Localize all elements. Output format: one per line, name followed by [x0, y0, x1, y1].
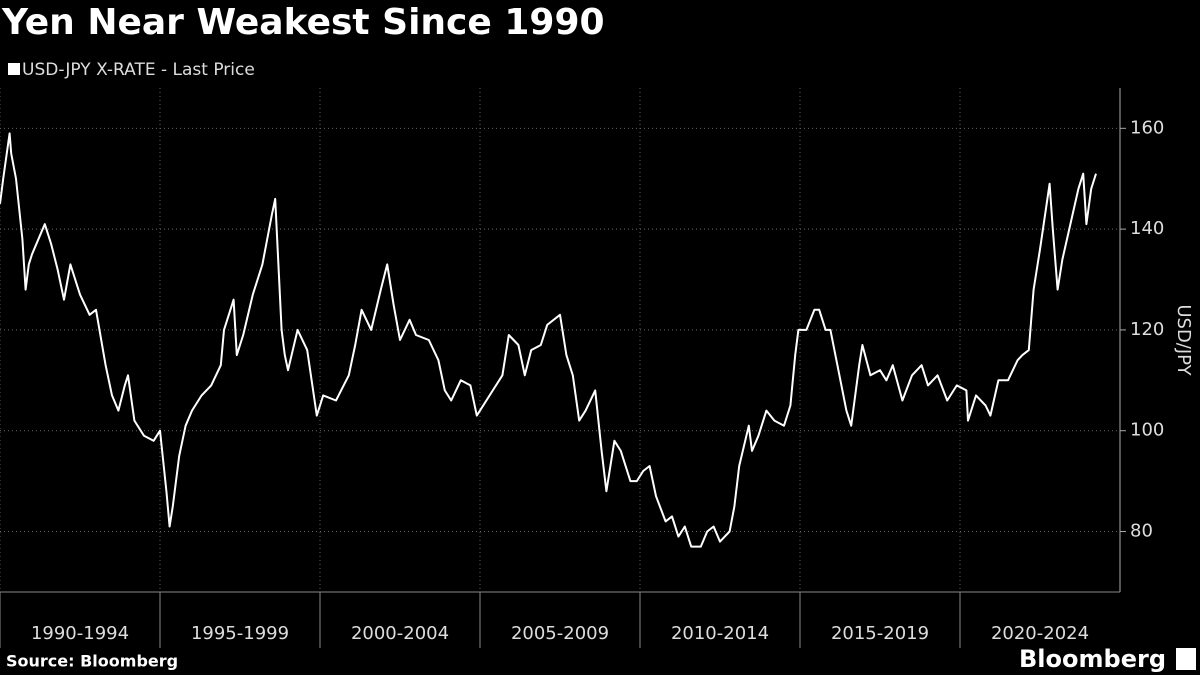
x-tick-label: 2010-2014 — [671, 623, 769, 644]
price-line — [0, 132, 1097, 548]
y-tick-label: 100 — [1130, 420, 1164, 441]
x-tick-label: 1995-1999 — [191, 623, 289, 644]
logo: Bloomberg — [1019, 645, 1166, 673]
logo-icon — [1176, 648, 1196, 670]
y-tick-label: 140 — [1130, 218, 1164, 239]
y-tick-label: 160 — [1130, 117, 1164, 138]
legend-swatch — [8, 63, 20, 75]
source: Source: Bloomberg — [6, 652, 178, 671]
y-axis-title: USD/JPY — [1173, 304, 1194, 376]
x-tick-label: 2020-2024 — [991, 623, 1089, 644]
y-tick-label: 80 — [1130, 521, 1153, 542]
x-tick-label: 1990-1994 — [31, 623, 129, 644]
chart-title: Yen Near Weakest Since 1990 — [1, 2, 605, 43]
x-tick-label: 2005-2009 — [511, 623, 609, 644]
x-tick-label: 2015-2019 — [831, 623, 929, 644]
legend-label: USD-JPY X-RATE - Last Price — [22, 60, 255, 80]
y-tick-label: 120 — [1130, 319, 1164, 340]
x-tick-label: 2000-2004 — [351, 623, 449, 644]
